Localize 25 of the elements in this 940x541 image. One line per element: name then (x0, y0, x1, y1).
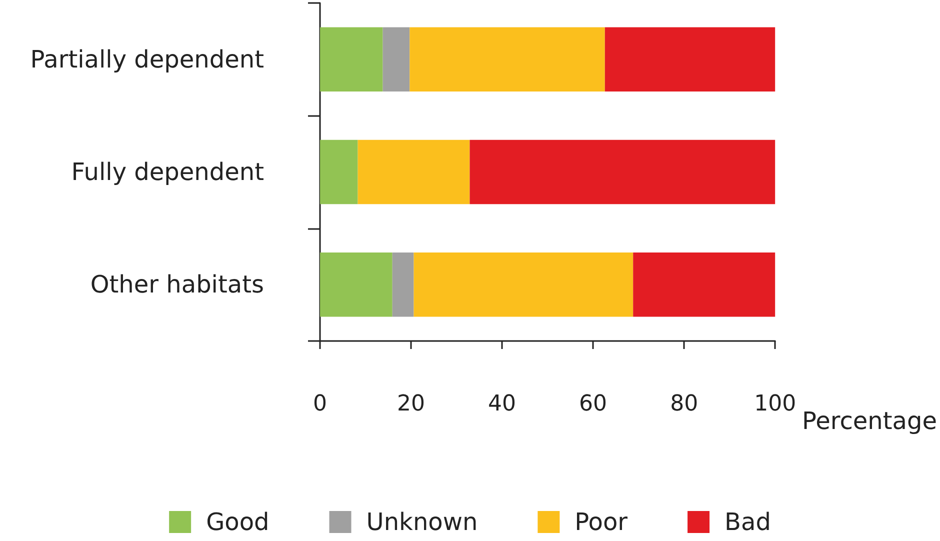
x-tick-label: 20 (397, 392, 426, 416)
bar (358, 140, 470, 204)
bar (320, 27, 383, 92)
bar (470, 140, 776, 204)
legend-label: Good (206, 508, 270, 536)
bar (382, 27, 410, 92)
bar (633, 252, 776, 317)
bar (320, 252, 392, 317)
bar (414, 252, 634, 317)
y-tick-label: Partially dependent (30, 45, 264, 74)
bar (410, 27, 605, 92)
legend-label: Unknown (366, 508, 478, 536)
legend-label: Poor (574, 508, 628, 536)
bar (320, 140, 358, 204)
x-tick-label: 80 (670, 392, 698, 416)
bar (392, 252, 414, 317)
x-tick-label: 60 (579, 392, 608, 416)
bar (604, 27, 776, 92)
y-tick-label: Other habitats (90, 270, 264, 299)
legend-label: Bad (724, 508, 771, 536)
x-tick-label: 100 (754, 392, 796, 416)
x-tick-label: 40 (488, 392, 516, 416)
x-tick-label: 0 (313, 392, 327, 416)
y-tick-label: Fully dependent (71, 158, 264, 186)
x-axis-title: Percentage (802, 407, 937, 435)
